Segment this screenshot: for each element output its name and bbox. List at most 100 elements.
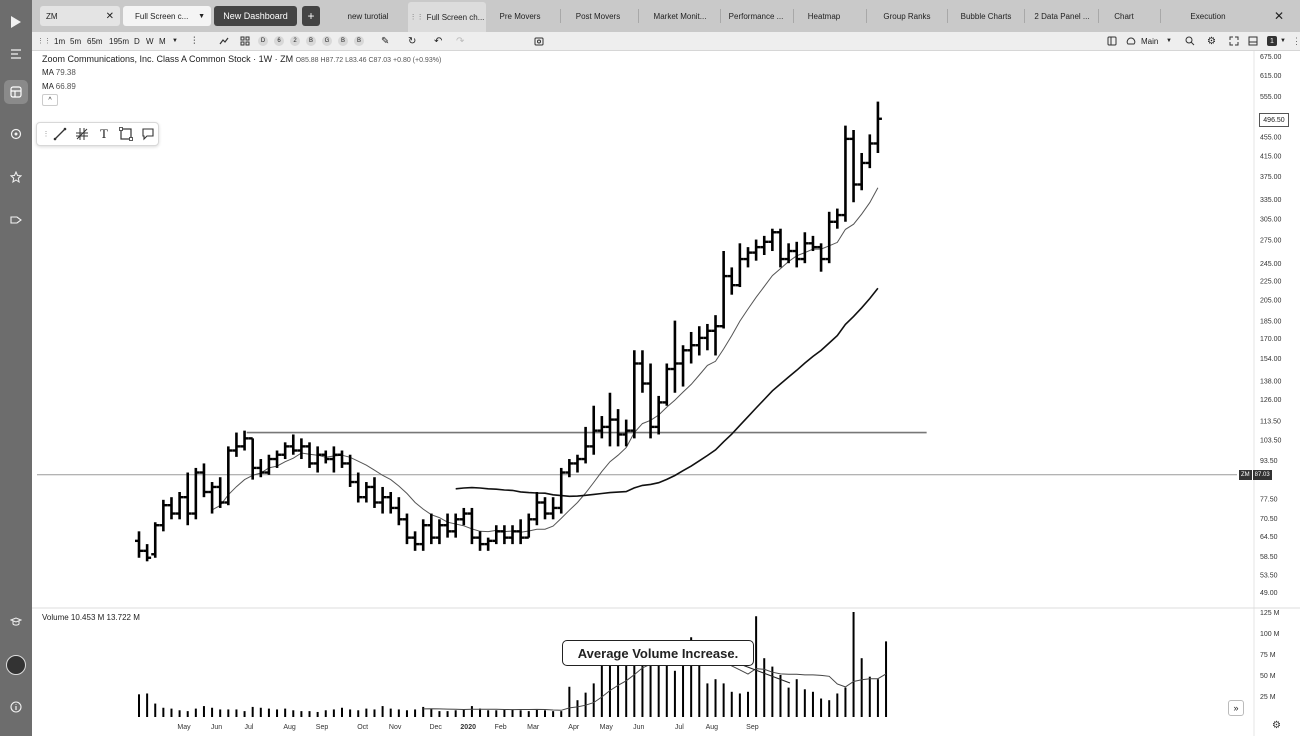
layout-pill-d[interactable]: D — [258, 36, 268, 46]
scroll-to-latest-button[interactable]: » — [1228, 700, 1244, 716]
text-icon[interactable]: T — [100, 126, 108, 141]
annotation-callout[interactable]: Average Volume Increase. — [562, 640, 754, 666]
drag-handle-icon[interactable]: ⋮⋮ — [37, 38, 51, 45]
tab-full-screen-chart[interactable]: ⋮⋮ Full Screen ch... — [408, 2, 486, 32]
tab-new-turotial[interactable]: new turotial — [347, 11, 389, 21]
add-tab-button[interactable]: + — [302, 6, 320, 26]
layout-pill-b2[interactable]: B — [338, 36, 348, 46]
price-axis-tick: 555.00 — [1260, 94, 1282, 101]
dock-icon[interactable] — [1248, 34, 1258, 48]
ma-value: 79.38 — [55, 68, 76, 77]
tab-pre-movers[interactable]: Pre Movers — [499, 11, 541, 21]
chart-type-icon[interactable] — [219, 34, 229, 48]
symbol-text: ZM — [46, 11, 58, 21]
layout-pill-6[interactable]: 6 — [274, 36, 284, 46]
time-axis-tick: Mar — [527, 724, 540, 731]
education-icon[interactable] — [4, 610, 28, 634]
tab-divider — [638, 9, 639, 23]
price-axis-tick: 455.00 — [1260, 135, 1282, 142]
layout-select[interactable]: Full Screen c... ▼ — [123, 6, 211, 26]
close-icon[interactable]: ✕ — [1273, 9, 1285, 23]
fullscreen-icon[interactable] — [1229, 34, 1239, 48]
price-axis-tick: 205.00 — [1260, 298, 1282, 305]
volume-value-2: 13.722 M — [106, 613, 140, 622]
high-value: 87.72 — [325, 57, 344, 64]
eraser-icon[interactable]: ✎ — [381, 35, 390, 47]
open-label: O — [295, 57, 302, 64]
tab-chart[interactable]: Chart — [1114, 11, 1134, 21]
clear-symbol-icon[interactable]: ✕ — [105, 10, 114, 22]
zoom-icon[interactable] — [1185, 34, 1195, 48]
indicators-icon[interactable]: ⫶ — [193, 35, 196, 47]
trend-line-icon[interactable] — [52, 126, 68, 142]
layout-pill-2[interactable]: 2 — [290, 36, 300, 46]
volume-legend[interactable]: Volume 10.453 M 13.722 M — [42, 613, 140, 622]
drag-handle-icon[interactable]: ⋮ — [42, 131, 50, 138]
tab-heatmap[interactable]: Heatmap — [807, 11, 841, 21]
snapshot-icon[interactable] — [534, 34, 544, 48]
help-icon[interactable] — [4, 695, 28, 719]
timeframe-w[interactable]: W — [146, 36, 154, 46]
layout-pill-g[interactable]: G — [322, 36, 332, 46]
tab-performance[interactable]: Performance ... — [728, 11, 784, 21]
timeframe-m[interactable]: M — [159, 36, 166, 46]
symbol-search[interactable]: ZM ✕ — [40, 6, 120, 26]
alerts-icon[interactable] — [4, 208, 28, 232]
volume-axis-tick: 100 M — [1260, 631, 1280, 638]
redo-icon[interactable]: ↷ — [456, 35, 465, 47]
workspace-icon[interactable] — [1126, 34, 1136, 48]
fib-icon[interactable] — [74, 126, 90, 142]
last-price-flag: 496.50 — [1259, 113, 1289, 127]
tab-divider — [720, 9, 721, 23]
ma-legend-2[interactable]: MA 66.89 — [42, 82, 76, 91]
menu-icon[interactable] — [4, 42, 28, 66]
avatar[interactable] — [4, 653, 28, 677]
volume-label: Volume — [42, 613, 69, 622]
chevron-down-icon[interactable]: ▼ — [1280, 38, 1286, 44]
price-axis-tick: 93.50 — [1260, 458, 1278, 465]
comment-icon[interactable] — [140, 126, 156, 142]
timeframe-d[interactable]: D — [134, 36, 140, 46]
link-group-badge[interactable]: 1 — [1267, 36, 1277, 46]
new-dashboard-button[interactable]: New Dashboard — [214, 6, 297, 26]
tab-group-ranks[interactable]: Group Ranks — [883, 11, 931, 21]
scanner-icon[interactable] — [4, 122, 28, 146]
low-label: L — [345, 57, 349, 64]
collapse-legend-button[interactable]: ^ — [42, 94, 58, 106]
layout-pill-b3[interactable]: B — [354, 36, 364, 46]
gear-icon[interactable]: ⚙ — [1207, 35, 1216, 47]
drag-handle-icon[interactable]: ⋮⋮ — [409, 14, 424, 21]
tab-2-data-panel[interactable]: 2 Data Panel ... — [1034, 11, 1090, 21]
tab-bubble-charts[interactable]: Bubble Charts — [960, 11, 1012, 21]
dashboard-icon[interactable] — [4, 80, 28, 104]
tab-market-monitor[interactable]: Market Monit... — [653, 11, 707, 21]
refresh-icon[interactable]: ↻ — [408, 35, 417, 47]
workspace-select[interactable]: Main — [1141, 36, 1159, 46]
settings-icon[interactable]: ⚙ — [1272, 720, 1281, 731]
chart-area[interactable]: 675.00 615.00 555.00 455.00 415.00 375.00 335.… — [32, 51, 1300, 736]
price-axis-tick: 49.00 — [1260, 590, 1278, 597]
layout-pill-b1[interactable]: B — [306, 36, 316, 46]
timeframe-65m[interactable]: 65m — [87, 36, 103, 46]
chevron-down-icon[interactable]: ▼ — [172, 38, 178, 44]
tab-post-movers[interactable]: Post Movers — [575, 11, 621, 21]
volume-value-1: 10.453 M — [70, 613, 105, 622]
panel-icon[interactable] — [1107, 34, 1117, 48]
ma-legend-1[interactable]: MA 79.38 — [42, 68, 76, 77]
volume-axis-tick: 75 M — [1260, 652, 1276, 659]
timeframe-1m[interactable]: 1m — [54, 36, 66, 46]
logo-icon[interactable] — [4, 10, 28, 34]
timeframe-195m[interactable]: 195m — [109, 36, 130, 46]
chevron-down-icon[interactable]: ▼ — [1166, 38, 1172, 44]
more-icon[interactable]: ⋮ — [1292, 35, 1300, 46]
volume-axis-tick: 50 M — [1260, 673, 1276, 680]
price-axis-tick: 53.50 — [1260, 572, 1278, 579]
watchlist-icon[interactable] — [4, 165, 28, 189]
templates-icon[interactable] — [240, 34, 250, 48]
undo-icon[interactable]: ↶ — [434, 35, 443, 47]
rectangle-icon[interactable] — [118, 126, 134, 142]
chart-canvas[interactable]: 675.00 615.00 555.00 455.00 415.00 375.00 335.… — [32, 51, 1300, 736]
timeframe-5m[interactable]: 5m — [70, 36, 82, 46]
tab-bar: ZM ✕ Full Screen c... ▼ New Dashboard + … — [32, 0, 1300, 32]
tab-execution[interactable]: Execution — [1190, 11, 1226, 21]
